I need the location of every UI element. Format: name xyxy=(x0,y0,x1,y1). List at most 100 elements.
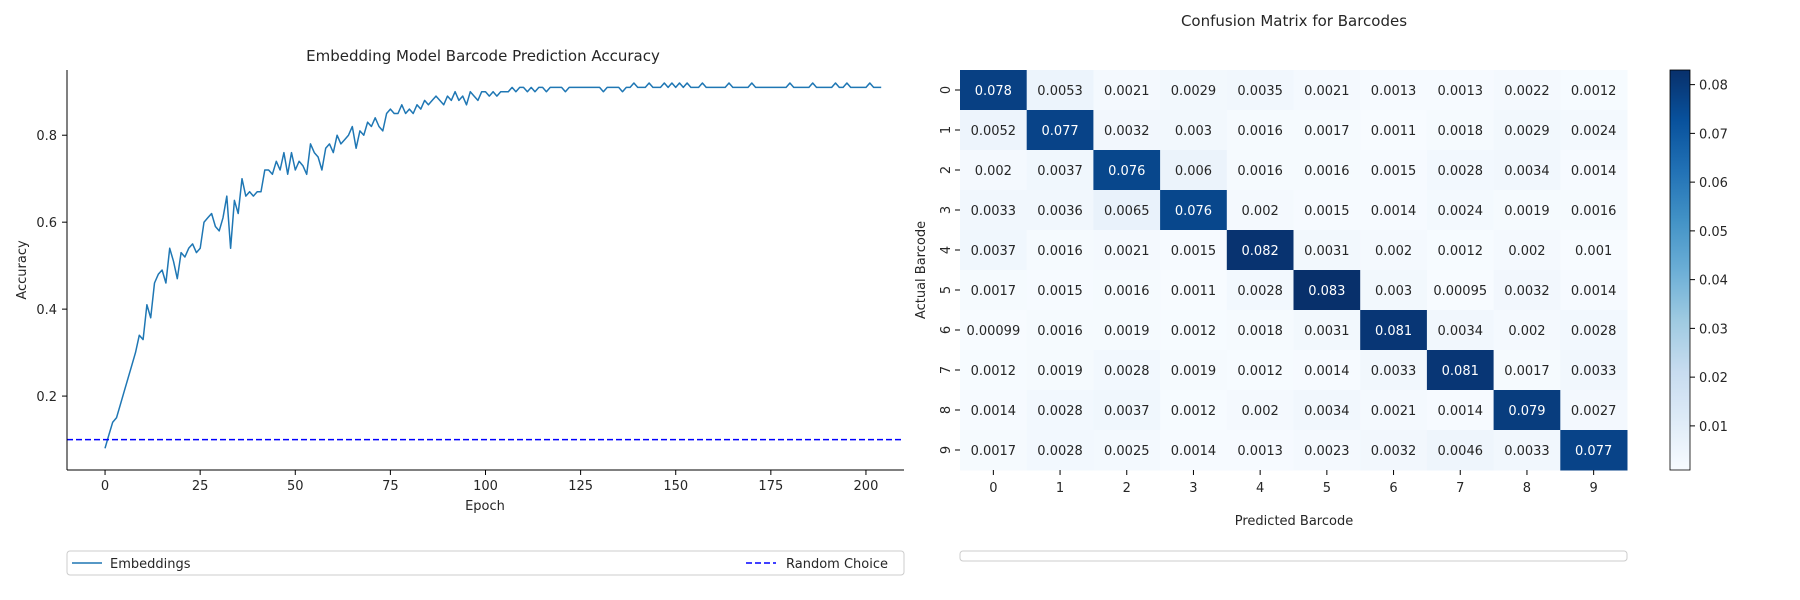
heatmap-cell xyxy=(1093,190,1161,231)
heatmap-cell xyxy=(1026,310,1094,351)
heatmap-cell-label: 0.0011 xyxy=(1171,284,1217,299)
heatmap-cell xyxy=(1026,270,1094,311)
heatmap-cell xyxy=(1426,70,1495,111)
heatmap-cell xyxy=(1093,430,1161,471)
heatmap-cell-label: 0.0013 xyxy=(1371,84,1417,99)
heatmap-cell-label: 0.0037 xyxy=(1037,164,1083,179)
heatmap-cell-label: 0.0016 xyxy=(1237,164,1283,179)
heatmap-cell xyxy=(1160,270,1228,311)
heatmap-cell-label: 0.0065 xyxy=(1104,204,1150,219)
heatmap-y-tick-label: 3 xyxy=(939,206,954,214)
heatmap-y-tick-label: 1 xyxy=(939,126,954,134)
heatmap-cell-label: 0.0012 xyxy=(1171,404,1217,419)
line-chart-title: Embedding Model Barcode Prediction Accur… xyxy=(306,47,660,65)
heatmap-cell xyxy=(1293,310,1361,351)
heatmap-cell xyxy=(960,270,1028,311)
heatmap-cell xyxy=(1493,230,1561,271)
heatmap-cell xyxy=(1093,70,1161,111)
heatmap-y-tick-label: 4 xyxy=(939,246,954,254)
heatmap-cell xyxy=(1560,390,1628,431)
heatmap-cell xyxy=(1360,190,1428,231)
heatmap-cell xyxy=(1493,350,1561,391)
heatmap-cell xyxy=(1293,230,1361,271)
heatmap-cell-label: 0.0021 xyxy=(1304,84,1350,99)
heatmap-cell-label: 0.0012 xyxy=(1171,324,1217,339)
colorbar-tick-label: 0.07 xyxy=(1699,127,1728,142)
x-tick-label: 150 xyxy=(663,479,688,494)
heatmap-cell-label: 0.0031 xyxy=(1304,244,1350,259)
heatmap-cell-label: 0.0033 xyxy=(1571,364,1617,379)
heatmap-cell-label: 0.0021 xyxy=(1104,84,1150,99)
heatmap-y-tick-label: 0 xyxy=(939,86,954,94)
heatmap-cell xyxy=(1560,190,1628,231)
heatmap-cell xyxy=(1226,310,1294,351)
heatmap-cell xyxy=(1426,430,1495,471)
heatmap-cell xyxy=(1360,310,1428,351)
heatmap-cell-label: 0.0019 xyxy=(1171,364,1217,379)
heatmap-x-tick-label: 7 xyxy=(1456,481,1464,496)
heatmap-cell xyxy=(1093,350,1161,391)
heatmap-cell xyxy=(960,150,1028,191)
heatmap-cell-label: 0.079 xyxy=(1508,404,1545,419)
line-y-ticks: 0.2 0.4 0.6 0.8 xyxy=(36,129,67,405)
heatmap-cell-label: 0.00099 xyxy=(966,324,1020,339)
heatmap-y-tick-label: 5 xyxy=(939,286,954,294)
heatmap-cell-label: 0.0037 xyxy=(1104,404,1150,419)
heatmap-cell-label: 0.002 xyxy=(1508,324,1545,339)
heatmap-cell-label: 0.082 xyxy=(1242,244,1279,259)
heatmap-cell-label: 0.0017 xyxy=(1304,124,1350,139)
heatmap-cell-label: 0.0014 xyxy=(1171,444,1217,459)
heatmap-cell-label: 0.0014 xyxy=(1371,204,1417,219)
heatmap-cell xyxy=(960,110,1028,151)
heatmap-y-tick-label: 9 xyxy=(939,446,954,454)
legend-random-label: Random Choice xyxy=(786,557,888,572)
colorbar-tick-label: 0.03 xyxy=(1699,322,1728,337)
heatmap-cell xyxy=(960,70,1028,111)
heatmap-cell xyxy=(1026,230,1094,271)
heatmap-cell xyxy=(1560,310,1628,351)
heatmap-cell xyxy=(1426,150,1495,191)
heatmap-cell-label: 0.0024 xyxy=(1438,204,1484,219)
heatmap-cell-label: 0.0016 xyxy=(1037,244,1083,259)
heatmap-cell-label: 0.077 xyxy=(1575,444,1612,459)
y-tick-label: 0.2 xyxy=(36,390,57,405)
heatmap-cell xyxy=(1426,270,1495,311)
heatmap-cell xyxy=(960,190,1028,231)
heatmap-cell-label: 0.0015 xyxy=(1304,204,1350,219)
heatmap-cell-label: 0.078 xyxy=(975,84,1012,99)
heatmap-cell-label: 0.0025 xyxy=(1104,444,1150,459)
line-legend: Embeddings Random Choice xyxy=(66,550,905,576)
heatmap-cell-label: 0.00095 xyxy=(1433,284,1487,299)
heatmap-y-tick-label: 6 xyxy=(939,326,954,334)
heatmap-cell-label: 0.0019 xyxy=(1037,364,1083,379)
heatmap-cell-label: 0.0032 xyxy=(1104,124,1150,139)
heatmap-cell-label: 0.002 xyxy=(975,164,1012,179)
heatmap-cell-label: 0.0018 xyxy=(1438,124,1484,139)
heatmap-cell xyxy=(1293,190,1361,231)
heatmap-cell xyxy=(1160,430,1228,471)
heatmap-cell xyxy=(1226,350,1294,391)
heatmap-cell xyxy=(1493,150,1561,191)
heatmap-cell-label: 0.002 xyxy=(1242,404,1279,419)
heatmap-cell-label: 0.081 xyxy=(1375,324,1412,339)
heatmap-cell xyxy=(1160,110,1228,151)
heatmap-cell xyxy=(1493,110,1561,151)
x-tick-label: 25 xyxy=(192,479,209,494)
heatmap-cell-label: 0.0011 xyxy=(1371,124,1417,139)
heatmap-cell xyxy=(960,390,1028,431)
y-tick-label: 0.6 xyxy=(36,216,57,231)
colorbar-ticks: 0.01 0.02 0.03 0.04 0.05 0.06 0.07 0.08 xyxy=(1690,79,1728,435)
heatmap-cell-label: 0.0037 xyxy=(971,244,1017,259)
heatmap-cell xyxy=(1226,190,1294,231)
heatmap-cell xyxy=(1426,110,1495,151)
heatmap-cell-label: 0.0016 xyxy=(1571,204,1617,219)
heatmap-cell xyxy=(1160,310,1228,351)
heatmap-x-tick-label: 9 xyxy=(1590,481,1598,496)
line-x-ticks: 0 25 50 75 100 125 150 175 200 xyxy=(101,470,878,494)
heatmap-cell xyxy=(1226,230,1294,271)
heatmap-cell-label: 0.0032 xyxy=(1504,284,1550,299)
heatmap-cell xyxy=(1293,430,1361,471)
heatmap-cell-label: 0.002 xyxy=(1242,204,1279,219)
colorbar-tick-label: 0.06 xyxy=(1699,176,1728,191)
